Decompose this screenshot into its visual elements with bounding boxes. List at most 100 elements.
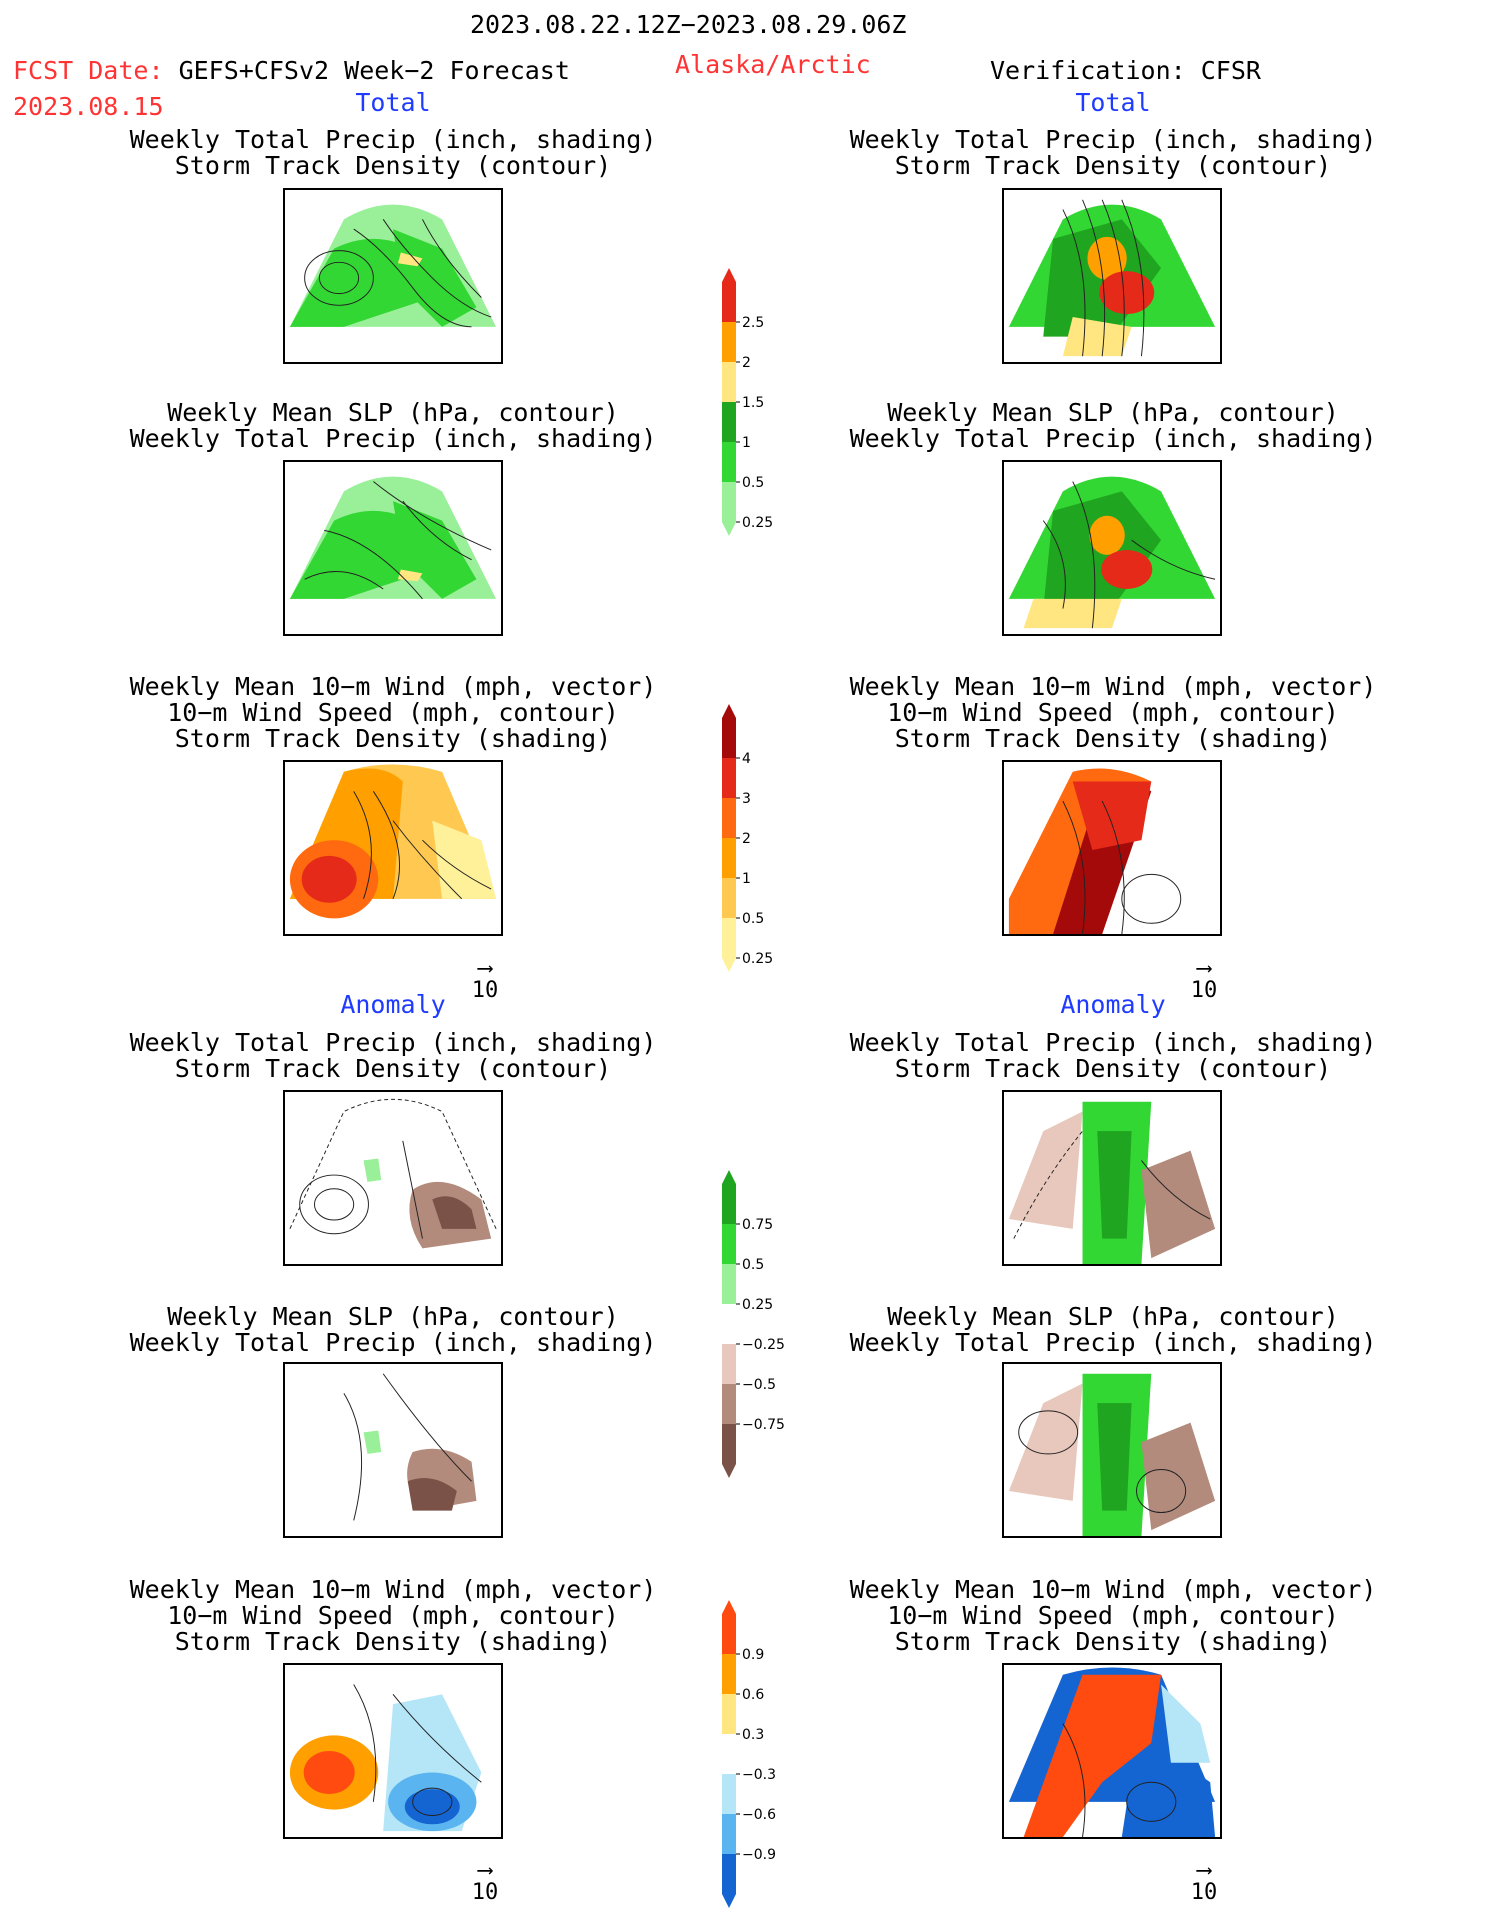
- colorbar-precip-total: 2.5 2 1.5 1 0.5 0.25: [722, 268, 842, 562]
- panel-title-slp-precip: Weekly Mean SLP (hPa, contour) Weekly Tot…: [849, 1302, 1377, 1357]
- colorbar-segment: [722, 1344, 736, 1384]
- map-fcst-anom-wind-storm: [283, 1663, 503, 1839]
- panel-title-wind-storm: Weekly Mean 10−m Wind (mph, vector) 10−m …: [129, 1575, 657, 1656]
- panel-title-precip-storm: Weekly Total Precip (inch, shading) Storm…: [849, 125, 1377, 180]
- colorbar-segment: [722, 1774, 736, 1814]
- colorbar-label: 2: [742, 831, 751, 847]
- colorbar-cap-top: [722, 704, 736, 718]
- colorbar-label: −0.25: [742, 1337, 785, 1353]
- verification-label: Verification: CFSR: [990, 56, 1261, 85]
- colorbar-segment: [722, 1264, 736, 1304]
- colorbar-segment: [722, 1814, 736, 1854]
- colorbar-segment: [722, 838, 736, 878]
- colorbar-label: 2.5: [742, 315, 764, 331]
- panel-title-wind-storm: Weekly Mean 10−m Wind (mph, vector) 10−m …: [849, 672, 1377, 753]
- panel-title-slp-precip: Weekly Mean SLP (hPa, contour) Weekly Tot…: [849, 398, 1377, 453]
- arrow-right-icon: ⟶: [1197, 1858, 1211, 1883]
- colorbar-storm-anomaly: 0.9 0.6 0.3 −0.3 −0.6 −0.9: [722, 1600, 842, 1908]
- forecast-period: 2023.08.22.12Z−2023.08.29.06Z: [470, 10, 907, 39]
- colorbar-cap-top: [722, 1600, 736, 1614]
- vector-reference: ⟶ 10: [1174, 956, 1234, 1004]
- colorbar-label: 0.25: [742, 1297, 773, 1313]
- colorbar-cap-bottom: [722, 1894, 736, 1908]
- colorbar-segment: [722, 322, 736, 362]
- colorbar-segment: [722, 758, 736, 798]
- map-verif-total-slp-precip: [1002, 460, 1222, 636]
- colorbar-segment: [722, 1654, 736, 1694]
- colorbar-cap-top: [722, 1170, 736, 1184]
- colorbar-label: 1.5: [742, 395, 764, 411]
- colorbar-segment: [722, 1734, 736, 1774]
- arrow-right-icon: ⟶: [1197, 956, 1211, 981]
- colorbar-label: 2: [742, 355, 751, 371]
- colorbar-label: 3: [742, 791, 751, 807]
- colorbar-segment: [722, 402, 736, 442]
- colorbar-segment: [722, 482, 736, 522]
- map-fcst-total-slp-precip: [283, 460, 503, 636]
- colorbar-segment: [722, 1424, 736, 1464]
- fcst-date-label: FCST Date:: [13, 56, 164, 85]
- colorbar-segment: [722, 1304, 736, 1344]
- colorbar-segment: [722, 1224, 736, 1264]
- map-verif-anom-slp-precip: [1002, 1362, 1222, 1538]
- colorbar-cap-bottom: [722, 1464, 736, 1478]
- colorbar-segment: [722, 282, 736, 322]
- map-fcst-anom-slp-precip: [283, 1362, 503, 1538]
- region-label: Alaska/Arctic: [675, 50, 871, 79]
- colorbar-segment: [722, 918, 736, 958]
- colorbar-label: 0.9: [742, 1647, 764, 1663]
- colorbar-label: 0.5: [742, 475, 764, 491]
- map-verif-total-precip-storm: [1002, 188, 1222, 364]
- map-verif-anom-wind-storm: [1002, 1663, 1222, 1839]
- panel-title-wind-storm: Weekly Mean 10−m Wind (mph, vector) 10−m …: [849, 1575, 1377, 1656]
- vector-reference: ⟶ 10: [1174, 1858, 1234, 1906]
- colorbar-label: 1: [742, 871, 751, 887]
- colorbar-label: −0.75: [742, 1417, 785, 1433]
- colorbar-segment: [722, 1694, 736, 1734]
- colorbar-segment: [722, 1384, 736, 1424]
- colorbar-label: 0.6: [742, 1687, 764, 1703]
- panel-title-precip-storm: Weekly Total Precip (inch, shading) Storm…: [129, 125, 657, 180]
- colorbar-label: 0.75: [742, 1217, 773, 1233]
- panel-title-slp-precip: Weekly Mean SLP (hPa, contour) Weekly Tot…: [129, 1302, 657, 1357]
- colorbar-label: 1: [742, 435, 751, 451]
- colorbar-label: 0.3: [742, 1727, 764, 1743]
- map-fcst-total-wind-storm: [283, 760, 503, 936]
- panel-title-precip-storm: Weekly Total Precip (inch, shading) Storm…: [849, 1028, 1377, 1083]
- arrow-right-icon: ⟶: [478, 1858, 492, 1883]
- colorbar-cap-bottom: [722, 522, 736, 536]
- colorbar-storm-total: 4 3 2 1 0.5 0.25: [722, 704, 842, 998]
- colorbar-svg: 0.75 0.5 0.25 −0.25 −0.5 −0.75: [722, 1170, 785, 1478]
- arrow-right-icon: ⟶: [478, 956, 492, 981]
- colorbar-label: 0.5: [742, 911, 764, 927]
- colorbar-label: 4: [742, 751, 751, 767]
- forecast-date-line: FCST Date: GEFS+CFSv2 Week−2 Forecast: [13, 56, 570, 85]
- colorbar-segment: [722, 362, 736, 402]
- colorbar-label: −0.6: [742, 1807, 776, 1823]
- map-verif-total-wind-storm: [1002, 760, 1222, 936]
- colorbar-segment: [722, 798, 736, 838]
- colorbar-label: 0.25: [742, 951, 773, 967]
- colorbar-cap-bottom: [722, 958, 736, 972]
- panel-title-slp-precip: Weekly Mean SLP (hPa, contour) Weekly Tot…: [129, 398, 657, 453]
- colorbar-label: −0.5: [742, 1377, 776, 1393]
- colorbar-segment: [722, 878, 736, 918]
- colorbar-segment: [722, 442, 736, 482]
- map-fcst-total-precip-storm: [283, 188, 503, 364]
- section-total-right: Total: [1075, 88, 1151, 117]
- colorbar-svg: 2.5 2 1.5 1 0.5 0.25: [722, 268, 773, 536]
- colorbar-label: 0.5: [742, 1257, 764, 1273]
- colorbar-segment: [722, 1614, 736, 1654]
- vector-reference: ⟶ 10: [455, 1858, 515, 1906]
- colorbar-svg: 4 3 2 1 0.5 0.25: [722, 704, 773, 972]
- section-anomaly-left: Anomaly: [340, 990, 446, 1019]
- colorbar-segment: [722, 1854, 736, 1894]
- colorbar-svg: 0.9 0.6 0.3 −0.3 −0.6 −0.9: [722, 1600, 776, 1908]
- map-fcst-anom-precip-storm: [283, 1090, 503, 1266]
- panel-title-wind-storm: Weekly Mean 10−m Wind (mph, vector) 10−m …: [129, 672, 657, 753]
- colorbar-segment: [722, 718, 736, 758]
- colorbar-cap-top: [722, 268, 736, 282]
- fcst-date-value: 2023.08.15: [13, 92, 164, 121]
- panel-title-precip-storm: Weekly Total Precip (inch, shading) Storm…: [129, 1028, 657, 1083]
- vector-reference: ⟶ 10: [455, 956, 515, 1004]
